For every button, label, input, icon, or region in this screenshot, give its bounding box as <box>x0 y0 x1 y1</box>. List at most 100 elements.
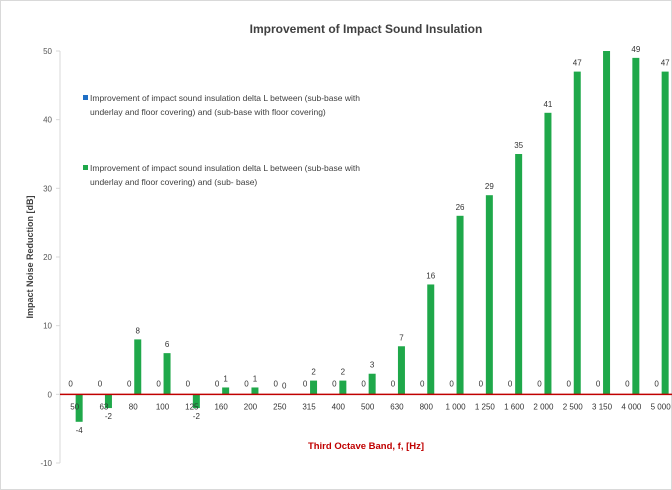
x-category-label: 1 000 <box>446 402 467 411</box>
legend-label-series-1-line-2: underlay and floor covering) and (sub-ba… <box>90 107 326 117</box>
y-tick-label: 30 <box>43 184 52 193</box>
value-label-series-2: -2 <box>193 412 201 421</box>
value-label-series-2: 7 <box>399 333 404 342</box>
value-label-series-2: 2 <box>341 368 346 377</box>
value-label-series-2: 41 <box>543 100 552 109</box>
y-tick-label: 20 <box>43 253 52 262</box>
y-tick-label: 0 <box>48 390 53 399</box>
y-tick-label: 40 <box>43 116 52 125</box>
value-label-series-1: 0 <box>215 379 220 388</box>
x-category-label: 4 000 <box>621 402 642 411</box>
legend-swatch-series-2 <box>83 165 88 170</box>
value-label-series-2: 47 <box>573 59 582 68</box>
bar-series-2 <box>134 339 142 395</box>
x-category-label: 2 500 <box>563 402 584 411</box>
value-label-series-1: 0 <box>654 379 659 388</box>
bar-series-2 <box>368 373 376 395</box>
x-category-label: 1 250 <box>475 402 496 411</box>
value-label-series-1: 0 <box>508 379 513 388</box>
legend-label-series-2-line-2: underlay and floor covering) and (sub- b… <box>90 177 257 187</box>
value-label-series-2: 3 <box>370 361 375 370</box>
value-label-series-2: -4 <box>76 426 84 435</box>
x-category-label: 200 <box>244 402 258 411</box>
value-label-series-2: 16 <box>426 271 435 280</box>
x-category-label: 1 600 <box>504 402 525 411</box>
bar-series-2 <box>192 394 200 409</box>
value-label-series-1: 0 <box>303 379 308 388</box>
y-tick-label: 10 <box>43 322 52 331</box>
value-label-series-2: 1 <box>223 374 228 383</box>
chart-title: Improvement of Impact Sound Insulation <box>250 22 483 36</box>
y-tick-label: 50 <box>43 47 52 56</box>
x-category-label: 125 <box>185 402 199 411</box>
x-category-label: 160 <box>214 402 228 411</box>
value-label-series-2: 6 <box>165 340 170 349</box>
y-axis-ticks: -10 0 10 20 30 40 50 <box>40 47 60 468</box>
value-label-series-2: 0 <box>282 381 287 390</box>
value-label-series-1: 0 <box>479 379 484 388</box>
y-tick-label: -10 <box>40 459 52 468</box>
value-label-series-1: 0 <box>156 379 161 388</box>
legend-swatch-series-1 <box>83 95 88 100</box>
bar-series-2 <box>251 387 259 395</box>
bar-series-2 <box>339 380 347 395</box>
bar-series-2 <box>515 154 523 395</box>
x-category-label: 800 <box>420 402 434 411</box>
value-label-series-1: 0 <box>361 379 366 388</box>
x-category-label: 63 <box>99 402 108 411</box>
bar-series-2 <box>310 380 318 395</box>
bar-series-2 <box>222 387 230 395</box>
value-label-series-1: 0 <box>127 379 132 388</box>
value-label-series-1: 0 <box>244 379 249 388</box>
value-label-series-2: 1 <box>253 374 258 383</box>
value-label-series-2: 8 <box>136 326 141 335</box>
bar-series-2 <box>397 346 405 395</box>
value-label-series-1: 0 <box>274 379 279 388</box>
value-label-series-2: 2 <box>311 368 316 377</box>
value-label-series-1: 0 <box>449 379 454 388</box>
x-category-label: 5 000 <box>651 402 672 411</box>
bar-series-2 <box>104 394 112 409</box>
x-category-label: 80 <box>129 402 138 411</box>
bar-series-2 <box>427 284 435 395</box>
value-label-series-2: 47 <box>661 59 670 68</box>
x-category-label: 2 000 <box>533 402 554 411</box>
value-label-series-1: 0 <box>68 379 73 388</box>
value-label-series-1: 0 <box>625 379 630 388</box>
bar-series-2 <box>632 57 640 395</box>
value-label-series-2: 35 <box>514 141 523 150</box>
bar-series-2 <box>603 51 611 395</box>
bars <box>75 51 669 422</box>
value-label-series-1: 0 <box>537 379 542 388</box>
value-label-series-1: 0 <box>596 379 601 388</box>
x-category-label: 100 <box>156 402 170 411</box>
value-label-series-1: 0 <box>186 379 191 388</box>
bar-series-2 <box>456 215 464 395</box>
value-label-series-1: 0 <box>420 379 425 388</box>
value-label-series-1: 0 <box>98 379 103 388</box>
x-category-label: 500 <box>361 402 375 411</box>
value-label-series-1: 0 <box>332 379 337 388</box>
value-label-series-2: -2 <box>105 412 113 421</box>
value-label-series-2: 49 <box>631 45 640 54</box>
value-label-series-1: 0 <box>391 379 396 388</box>
bar-series-2 <box>544 112 552 395</box>
y-axis-label: Impact Noise Reduction [dB] <box>25 195 35 318</box>
legend: Improvement of impact sound insulation d… <box>83 93 360 187</box>
value-label-series-1: 0 <box>567 379 572 388</box>
x-category-label: 315 <box>302 402 316 411</box>
x-category-label: 50 <box>70 402 79 411</box>
category-labels: 50 63 80 100 125 160 200 250 315 400 500 630 800 1 00… <box>70 402 671 411</box>
value-label-series-2: 29 <box>485 182 494 191</box>
bar-series-2 <box>163 353 171 395</box>
bar-series-2 <box>573 71 581 395</box>
x-category-label: 630 <box>390 402 404 411</box>
x-category-label: 3 150 <box>592 402 613 411</box>
legend-label-series-2-line-1: Improvement of impact sound insulation d… <box>90 163 360 173</box>
bar-series-2 <box>75 394 83 422</box>
legend-label-series-1-line-1: Improvement of impact sound insulation d… <box>90 93 360 103</box>
